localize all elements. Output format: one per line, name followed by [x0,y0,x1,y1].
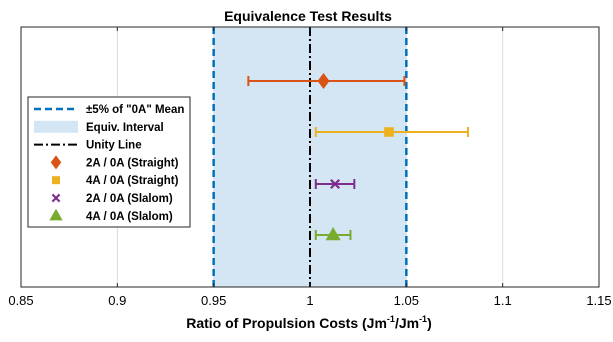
legend-label: 4A / 0A (Straight) [86,175,179,187]
legend-item: ±5% of "0A" Mean [34,104,184,116]
legend-item: 2A / 0A (Straight) [50,155,179,170]
legend-label: 4A / 0A (Slalom) [86,211,173,223]
legend-item: Unity Line [34,140,142,152]
data-point-square [384,127,394,137]
legend-label: Unity Line [86,140,142,152]
x-tick-label: 1 [306,293,313,308]
x-tick-label: 0.95 [201,293,226,308]
x-axis-label-sup-2: -1 [419,314,427,324]
legend-swatch-square [52,176,60,185]
legend-label: 2A / 0A (Slalom) [86,193,173,205]
x-tick-label: 1.1 [494,293,512,308]
chart-title: Equivalence Test Results [224,8,392,24]
legend-swatch-triangle [49,208,63,221]
legend-item: 4A / 0A (Straight) [52,175,179,187]
x-axis-label-main: Ratio of Propulsion Costs (Jm [186,315,387,331]
data-point-x [330,179,341,189]
legend-item: 4A / 0A (Slalom) [49,208,173,223]
x-axis-label-sup-1: -1 [387,314,395,324]
plot-area [20,26,600,288]
x-tick-label: 1.05 [394,293,419,308]
marker-stroke [330,179,341,189]
x-axis-ticks: 0.85 0.9 0.95 1 1.05 1.1 1.15 [8,27,612,308]
legend-swatch-diamond [50,155,62,170]
series-1 [247,73,406,89]
series-2 [314,127,469,137]
series-4 [314,227,352,241]
x-tick-label: 0.9 [108,293,126,308]
legend-swatch-x [51,193,61,203]
legend-label: Equiv. Interval [86,122,164,134]
data-point-triangle [325,227,341,241]
x-tick-label: 0.85 [8,293,33,308]
x-tick-label: 1.15 [586,293,611,308]
legend-item: 2A / 0A (Slalom) [51,193,173,205]
x-axis-label-end: ) [427,315,432,331]
legend: ±5% of "0A" Mean Equiv. Interval Unity Lin… [27,96,191,228]
x-axis-label-mid: /Jm [395,315,419,331]
series-3 [314,179,356,189]
legend-label: ±5% of "0A" Mean [86,104,184,116]
x-axis-label: Ratio of Propulsion Costs (Jm-1/Jm-1) [186,314,432,331]
legend-label: 2A / 0A (Straight) [86,157,179,169]
legend-item: Equiv. Interval [34,120,164,134]
data-point-diamond [317,73,330,89]
legend-swatch-patch [34,120,78,133]
marker-stroke [51,193,61,203]
